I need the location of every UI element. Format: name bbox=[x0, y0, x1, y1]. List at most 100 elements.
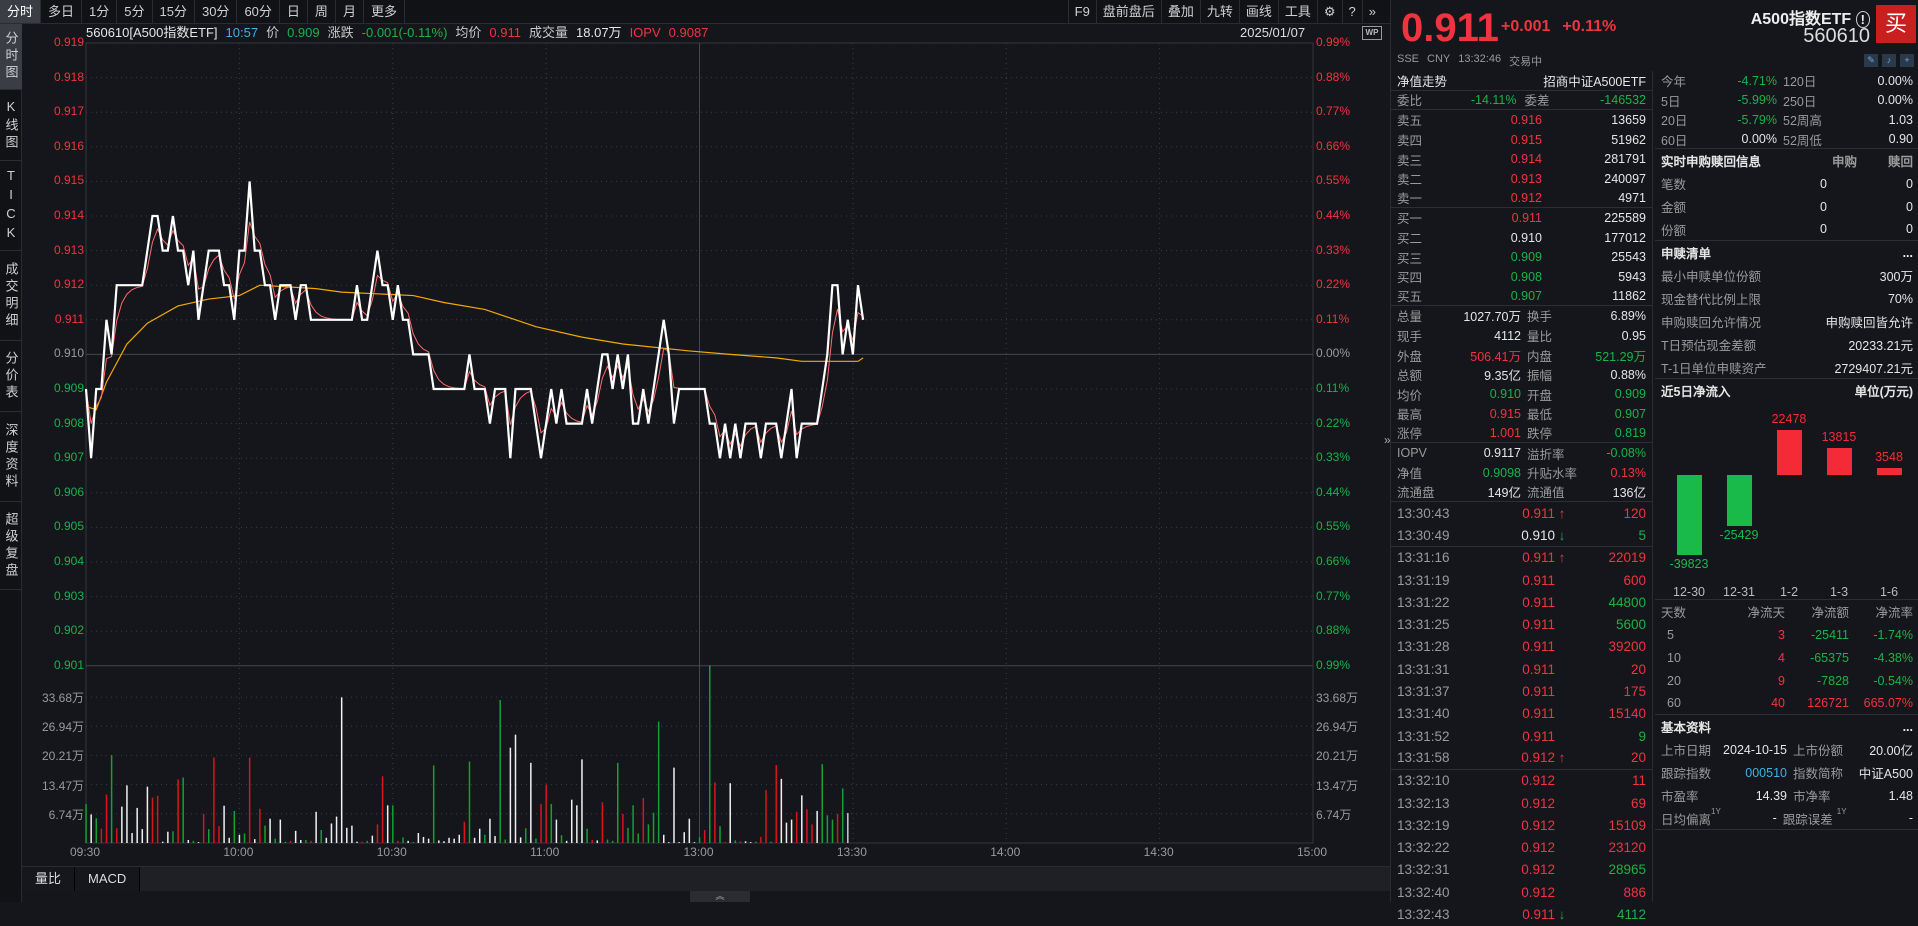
time-tick-label: 13:30 bbox=[836, 845, 867, 859]
level-price: 0.907 bbox=[1510, 288, 1542, 303]
volume-bar bbox=[509, 747, 512, 843]
creation-row: 最小申赎单位份额 300万 bbox=[1655, 264, 1918, 287]
value: 0 bbox=[1820, 199, 1827, 214]
period-return: 1.03 bbox=[1888, 112, 1913, 127]
tool-button-2[interactable]: 叠加 bbox=[1160, 0, 1200, 24]
subscription-row: 金额 0 0 bbox=[1655, 195, 1918, 218]
info-icon[interactable]: ! bbox=[1855, 11, 1870, 28]
cursor-avg: 0.911 bbox=[489, 25, 521, 40]
tick-price: 0.910 bbox=[1521, 527, 1555, 543]
tab-8[interactable]: 周 bbox=[308, 0, 336, 23]
label: 指数简称 bbox=[1793, 767, 1844, 782]
price-tick-label: 0.910 bbox=[53, 346, 84, 361]
percent-tick-label: 0.33% bbox=[1316, 242, 1351, 257]
section-title: 近5日净流入 bbox=[1661, 385, 1731, 400]
label: 委差 bbox=[1524, 94, 1550, 109]
value: -146532 bbox=[1600, 92, 1646, 107]
tab-2[interactable]: 1分 bbox=[82, 0, 118, 23]
expand-handle-icon[interactable]: ︽ bbox=[690, 891, 750, 902]
edit-icon[interactable]: ✎ bbox=[1864, 54, 1878, 67]
nav-row[interactable]: 净值走势 招商中证A500ETF bbox=[1391, 71, 1652, 91]
sidebar-item-1[interactable]: K线图 bbox=[0, 90, 22, 161]
tab-10[interactable]: 更多 bbox=[364, 0, 405, 23]
label: 日均偏离 bbox=[1661, 812, 1712, 827]
tool-button-5[interactable]: 工具 bbox=[1277, 0, 1317, 24]
stat-value: 0.13% bbox=[1610, 465, 1646, 480]
indicator-tab-0[interactable]: 量比 bbox=[22, 867, 76, 891]
tool-button-6[interactable]: ⚙ bbox=[1316, 0, 1342, 24]
label: 上市日期 bbox=[1661, 744, 1712, 759]
volume-bar bbox=[259, 808, 261, 843]
volume-bar bbox=[591, 839, 593, 843]
tab-6[interactable]: 60分 bbox=[237, 0, 280, 23]
volume-bar bbox=[611, 840, 614, 843]
sidebar-item-2[interactable]: TICK bbox=[0, 161, 22, 251]
bell-icon[interactable]: ♪ bbox=[1882, 54, 1896, 67]
section-title: 实时申购赎回信息 bbox=[1661, 155, 1762, 170]
tick-volume: 20 bbox=[1630, 661, 1646, 677]
trade-tick-row: 13:32:40 0.912 886 bbox=[1391, 881, 1652, 903]
price-tick-label: 0.908 bbox=[53, 415, 84, 430]
volume-bar bbox=[550, 804, 553, 843]
volume-bar bbox=[652, 812, 655, 843]
volume-bar bbox=[448, 837, 450, 843]
sidebar-item-3[interactable]: 成交明细 bbox=[0, 251, 22, 341]
tick-time: 13:31:40 bbox=[1397, 706, 1450, 722]
plus-icon[interactable]: + bbox=[1900, 54, 1914, 67]
volume-bar bbox=[821, 764, 823, 843]
percent-tick-label: 0.44% bbox=[1316, 484, 1351, 499]
volume-bar bbox=[136, 807, 138, 843]
net-flow-date: 1-3 bbox=[1829, 585, 1849, 600]
tab-9[interactable]: 月 bbox=[336, 0, 364, 23]
sidebar-item-5[interactable]: 深度资料 bbox=[0, 412, 22, 502]
superscript: 1Y bbox=[1836, 807, 1847, 817]
volume-bar bbox=[478, 828, 481, 843]
sidebar-item-6[interactable]: 超级复盘 bbox=[0, 502, 22, 590]
volume-bar bbox=[161, 841, 164, 843]
tab-3[interactable]: 5分 bbox=[117, 0, 153, 23]
sidebar-item-4[interactable]: 分价表 bbox=[0, 341, 22, 412]
volume-bar bbox=[187, 839, 190, 843]
volume-bar bbox=[335, 816, 338, 843]
tool-button-1[interactable]: 盘前盘后 bbox=[1095, 0, 1161, 24]
volume-tick-label-right: 20.21万 bbox=[1316, 749, 1359, 764]
tab-0[interactable]: 分时 bbox=[0, 0, 42, 23]
tab-5[interactable]: 30分 bbox=[195, 0, 238, 23]
volume-bar bbox=[289, 840, 292, 843]
tool-button-8[interactable]: » bbox=[1361, 0, 1382, 24]
price-tick-label: 0.904 bbox=[53, 554, 84, 568]
volume-bar bbox=[386, 805, 389, 843]
sidebar-item-0[interactable]: 分时图 bbox=[0, 24, 22, 90]
volume-bar bbox=[729, 783, 731, 843]
tab-4[interactable]: 15分 bbox=[153, 0, 195, 23]
level-price: 0.909 bbox=[1510, 250, 1542, 265]
level-volume: 4971 bbox=[1618, 190, 1646, 205]
value: 2024-10-15 bbox=[1723, 742, 1787, 757]
indicator-tab-1[interactable]: MACD bbox=[75, 867, 141, 891]
days: 10 bbox=[1667, 650, 1681, 665]
collapse-panel-icon[interactable]: » bbox=[1384, 433, 1391, 447]
more-button[interactable]: ... bbox=[1902, 245, 1913, 260]
stat-value: 4112 bbox=[1494, 328, 1521, 343]
volume-bar bbox=[596, 840, 599, 843]
tab-1[interactable]: 多日 bbox=[41, 0, 83, 23]
volume-bar bbox=[218, 826, 220, 843]
tool-button-0[interactable]: F9 bbox=[1067, 0, 1096, 24]
volume-bar bbox=[724, 842, 726, 843]
tab-7[interactable]: 日 bbox=[280, 0, 308, 23]
label: 份额 bbox=[1661, 223, 1687, 238]
net-flow-value: -25429 bbox=[1719, 528, 1759, 543]
tick-volume: 15109 bbox=[1608, 817, 1646, 833]
tick-volume: 4112 bbox=[1616, 907, 1646, 923]
tool-button-4[interactable]: 画线 bbox=[1238, 0, 1278, 24]
wp-icon[interactable]: WP bbox=[1362, 26, 1382, 40]
more-button[interactable]: ... bbox=[1902, 719, 1913, 734]
net-amount: -25411 bbox=[1811, 627, 1849, 642]
tool-button-3[interactable]: 九转 bbox=[1199, 0, 1239, 24]
tool-button-7[interactable]: ? bbox=[1341, 0, 1362, 24]
volume-bar bbox=[760, 836, 762, 843]
buy-button[interactable]: 买 bbox=[1876, 5, 1916, 43]
intraday-chart[interactable] bbox=[0, 0, 1390, 902]
volume-bar bbox=[647, 824, 650, 843]
stat-row: 最高 0.915 最低 0.907 bbox=[1391, 404, 1652, 424]
